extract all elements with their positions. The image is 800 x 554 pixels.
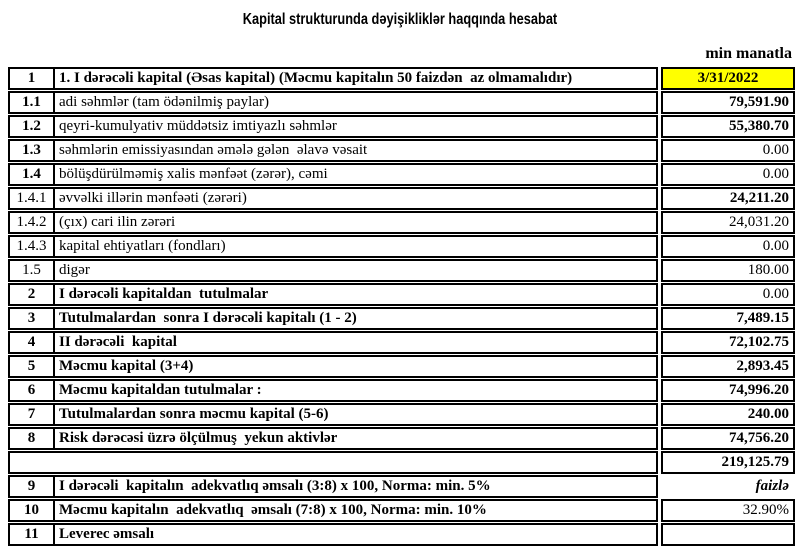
row-label-cell: Məcmu kapitaldan tutulmalar : [53,379,658,402]
row-label-cell: Tutulmalardan sonra məcmu kapital (5-6) [53,403,658,426]
row-number-cell: 11 [8,523,55,546]
row-number-cell: 10 [8,499,55,522]
row-label-cell: Risk dərəcəsi üzrə ölçülmuş yekun aktivl… [53,427,658,450]
table-row: 8 Risk dərəcəsi üzrə ölçülmuş yekun akti… [8,427,795,450]
row-label-cell: əvvəlki illərin mənfəəti (zərəri) [53,187,658,210]
row-number-cell: 1.4.2 [8,211,55,234]
row-number-cell: 1.2 [8,115,55,138]
row-label-cell: səhmlərin emissiyasından əmələ gələn əla… [53,139,658,162]
capital-structure-table: 1 1. I dərəcəli kapital (Əsas kapital) (… [8,67,795,546]
row-value-cell: 0.00 [661,235,795,258]
table-row: 1.4 bölüşdürülməmiş xalis mənfəət (zərər… [8,163,795,186]
row-value-cell: 24,031.20 [661,211,795,234]
row-value-cell: 72,102.75 [661,331,795,354]
row-number-cell: 1.4.1 [8,187,55,210]
row-label-cell: I dərəcəli kapitaldan tutulmalar [53,283,658,306]
row-label-cell: Tutulmalardan sonra I dərəcəli kapitalı … [53,307,658,330]
row-value-cell: 74,996.20 [661,379,795,402]
row-value-cell: 180.00 [661,259,795,282]
table-row: 6 Məcmu kapitaldan tutulmalar : 74,996.2… [8,379,795,402]
table-row: 1.4.1 əvvəlki illərin mənfəəti (zərəri) … [8,187,795,210]
row-value-cell: 79,591.90 [661,91,795,114]
row-value-cell: 55,380.70 [661,115,795,138]
row-label-cell: bölüşdürülməmiş xalis mənfəət (zərər), c… [53,163,658,186]
row-label-cell: Məcmu kapital (3+4) [53,355,658,378]
report-date-cell: 3/31/2022 [661,67,795,90]
unit-label: min manatla [705,45,792,62]
row-number-cell: 4 [8,331,55,354]
row-label-cell: 1. I dərəcəli kapital (Əsas kapital) (Mə… [53,67,658,90]
row-number-cell: 8 [8,427,55,450]
row-value-cell: 32.90% [661,499,795,522]
row-value-cell: faizlə [755,478,789,494]
merged-row-left-cell [8,451,658,474]
row-value-cell: 0.00 [661,283,795,306]
row-number-cell: 7 [8,403,55,426]
table-row: 10 Məcmu kapitalın adekvatlıq əmsalı (7:… [8,499,795,522]
row-number-cell: 1.3 [8,139,55,162]
row-number-cell: 1 [8,67,55,90]
row-value-cell: 219,125.79 [661,451,795,474]
table-row: 1.3 səhmlərin emissiyasından əmələ gələn… [8,139,795,162]
row-number-cell: 2 [8,283,55,306]
table-row: 11 Leverec əmsalı [8,523,795,546]
report-title: Kapital strukturunda dəyişikliklər haqqı… [242,11,558,28]
row-number-cell: 9 [8,475,55,498]
table-row: 1.4.3 kapital ehtiyatları (fondları) 0.0… [8,235,795,258]
row-value-cell: 7,489.15 [661,307,795,330]
table-row: 4 II dərəcəli kapital 72,102.75 [8,331,795,354]
row-value-cell [661,523,795,546]
table-row: 7 Tutulmalardan sonra məcmu kapital (5-6… [8,403,795,426]
row-number-cell: 5 [8,355,55,378]
row-value-cell: 0.00 [661,139,795,162]
table-row: 1.5 digər 180.00 [8,259,795,282]
table-row: 1 1. I dərəcəli kapital (Əsas kapital) (… [8,67,795,90]
row-label-cell: digər [53,259,658,282]
row-number-cell: 1.5 [8,259,55,282]
table-row: 1.1 adi səhmlər (tam ödənilmiş paylar) 7… [8,91,795,114]
table-row: 5 Məcmu kapital (3+4) 2,893.45 [8,355,795,378]
table-row: 1.2 qeyri-kumulyativ müddətsiz imtiyazlı… [8,115,795,138]
row-value-cell: 2,893.45 [661,355,795,378]
row-label-cell: (çıx) cari ilin zərəri [53,211,658,234]
row-label-cell: Məcmu kapitalın adekvatlıq əmsalı (7:8) … [53,499,658,522]
row-number-cell: 1.1 [8,91,55,114]
table-row: 3 Tutulmalardan sonra I dərəcəli kapital… [8,307,795,330]
row-number-cell: 1.4 [8,163,55,186]
row-label-cell: qeyri-kumulyativ müddətsiz imtiyazlı səh… [53,115,658,138]
row-label-cell: II dərəcəli kapital [53,331,658,354]
row-label-cell: kapital ehtiyatları (fondları) [53,235,658,258]
row-value-cell: 74,756.20 [661,427,795,450]
row-value-cell: 240.00 [661,403,795,426]
table-row: 9 I dərəcəli kapitalın adekvatlıq əmsalı… [8,475,795,498]
row-value-cell: 0.00 [661,163,795,186]
table-row: 2 I dərəcəli kapitaldan tutulmalar 0.00 [8,283,795,306]
row-number-cell: 6 [8,379,55,402]
row-label-cell: adi səhmlər (tam ödənilmiş paylar) [53,91,658,114]
table-row: 219,125.79 [8,451,795,474]
row-number-cell: 3 [8,307,55,330]
row-value-cell: 24,211.20 [661,187,795,210]
row-label-cell: I dərəcəli kapitalın adekvatlıq əmsalı (… [53,475,658,498]
table-row: 1.4.2 (çıx) cari ilin zərəri 24,031.20 [8,211,795,234]
row-number-cell: 1.4.3 [8,235,55,258]
row-label-cell: Leverec əmsalı [53,523,658,546]
